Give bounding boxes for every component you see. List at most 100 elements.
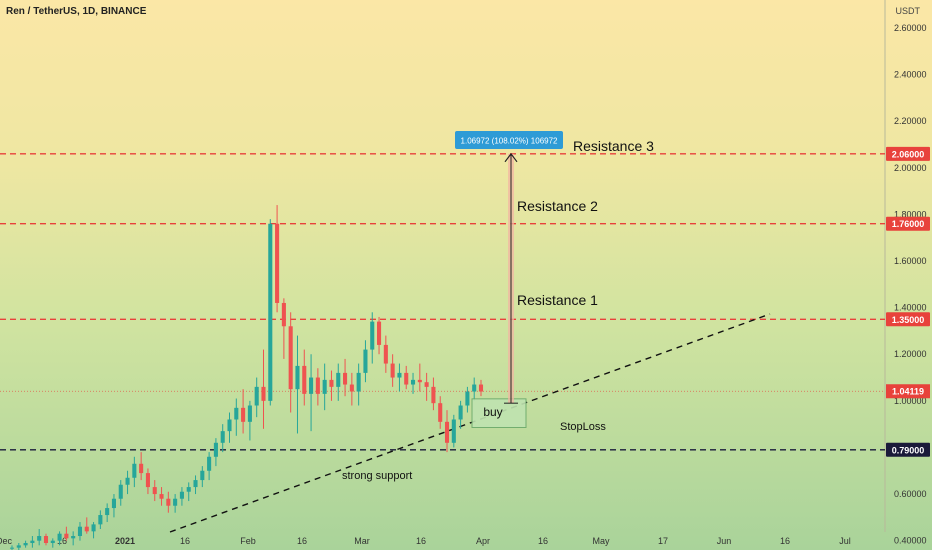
y-tick-label: 2.20000 bbox=[894, 116, 927, 126]
candle-body bbox=[173, 498, 178, 506]
candle-body bbox=[410, 379, 416, 385]
candle-body bbox=[349, 384, 354, 392]
candle-body bbox=[404, 372, 409, 385]
candle-body bbox=[444, 421, 450, 443]
candle-body bbox=[64, 533, 69, 539]
candle-body bbox=[111, 498, 116, 509]
level-price-label: 1.76000 bbox=[892, 219, 925, 229]
candle-body bbox=[9, 547, 15, 549]
x-tick-label: 16 bbox=[780, 536, 790, 546]
y-tick-label: 1.60000 bbox=[894, 256, 927, 266]
candle-body bbox=[186, 487, 191, 492]
current-price-label: 1.04119 bbox=[892, 387, 924, 397]
y-tick-label: 0.60000 bbox=[894, 489, 927, 499]
x-tick-label: 2021 bbox=[115, 536, 135, 546]
level-price-label: 2.06000 bbox=[892, 149, 925, 159]
chart-title: Ren / TetherUS, 1D, BINANCE bbox=[6, 6, 147, 17]
x-tick-label: Jul bbox=[839, 536, 851, 546]
resistance-label: Resistance 3 bbox=[573, 138, 654, 154]
candle-body bbox=[472, 384, 477, 392]
level-price-tag bbox=[886, 216, 930, 231]
y-tick-label: 1.80000 bbox=[894, 209, 927, 219]
candle-body bbox=[207, 456, 212, 471]
measure-label: 1.06972 (108.02%) 106972 bbox=[461, 137, 559, 146]
candle-body bbox=[200, 470, 205, 481]
candle-body bbox=[322, 379, 327, 394]
candle-body bbox=[431, 386, 436, 404]
candle-body bbox=[166, 498, 171, 506]
candle-body bbox=[329, 379, 334, 387]
x-tick-label: 17 bbox=[658, 536, 668, 546]
x-tick-label: Mar bbox=[354, 536, 370, 546]
candle-body bbox=[139, 463, 144, 474]
y-tick-label: 2.60000 bbox=[894, 23, 927, 33]
level-price-label: 0.79000 bbox=[892, 445, 925, 455]
level-price-tag bbox=[886, 442, 930, 457]
candle-body bbox=[275, 223, 280, 303]
candle-body bbox=[288, 326, 293, 390]
support-trendline bbox=[169, 313, 771, 533]
candle-body bbox=[77, 526, 83, 537]
x-tick-label: Dec bbox=[0, 536, 12, 546]
candle-body bbox=[234, 407, 239, 420]
y-tick-label: 1.40000 bbox=[894, 303, 927, 313]
candle-body bbox=[465, 391, 470, 406]
candle-body bbox=[220, 431, 225, 443]
x-tick-label: Feb bbox=[240, 536, 256, 546]
level-price-tag bbox=[886, 146, 930, 161]
candle-body bbox=[23, 543, 28, 546]
stoploss-label: StopLoss bbox=[560, 421, 606, 433]
candle-body bbox=[356, 372, 361, 392]
level-price-label: 1.35000 bbox=[892, 315, 925, 325]
current-price-tag bbox=[886, 384, 930, 399]
candle-body bbox=[268, 223, 273, 401]
y-tick-label: 0.40000 bbox=[894, 536, 927, 546]
buy-label: buy bbox=[483, 405, 502, 419]
candle-body bbox=[309, 377, 314, 394]
candle-body bbox=[16, 545, 21, 548]
candle-body bbox=[152, 487, 157, 495]
x-tick-label: 16 bbox=[297, 536, 307, 546]
y-tick-label: 2.00000 bbox=[894, 163, 927, 173]
y-tick-label: 1.00000 bbox=[894, 396, 927, 406]
candle-body bbox=[370, 321, 375, 350]
candle-body bbox=[336, 372, 341, 387]
x-tick-label: May bbox=[592, 536, 610, 546]
candle-body bbox=[458, 405, 463, 420]
candle-body bbox=[37, 536, 42, 541]
measure-label-box bbox=[455, 131, 563, 149]
x-tick-label: 16 bbox=[57, 536, 67, 546]
candle-body bbox=[343, 372, 348, 385]
candle-body bbox=[478, 384, 484, 392]
strong-support-label: strong support bbox=[342, 470, 412, 482]
candle-body bbox=[247, 405, 252, 422]
candle-body bbox=[125, 477, 130, 485]
measure-arrowhead bbox=[504, 152, 518, 163]
candle-body bbox=[91, 524, 96, 532]
candle-body bbox=[105, 508, 110, 516]
candle-body bbox=[424, 382, 429, 387]
candle-body bbox=[438, 403, 443, 422]
x-tick-label: Jun bbox=[717, 536, 732, 546]
candle-body bbox=[179, 491, 184, 499]
candle-body bbox=[417, 379, 422, 383]
candle-body bbox=[390, 363, 395, 378]
candle-body bbox=[213, 442, 218, 457]
candle-body bbox=[118, 484, 123, 499]
candle-body bbox=[159, 494, 164, 499]
candle-body bbox=[383, 344, 388, 364]
candle-body bbox=[397, 372, 402, 378]
candle-body bbox=[315, 377, 320, 394]
candle-body bbox=[363, 349, 368, 373]
x-tick-label: 16 bbox=[538, 536, 548, 546]
candle-body bbox=[295, 365, 300, 390]
candle-body bbox=[71, 536, 76, 539]
candle-body bbox=[84, 526, 89, 532]
resistance-label: Resistance 2 bbox=[517, 198, 598, 214]
candle-body bbox=[132, 463, 137, 478]
candle-body bbox=[377, 321, 382, 345]
candle-body bbox=[227, 419, 232, 432]
candle-body bbox=[261, 386, 266, 401]
